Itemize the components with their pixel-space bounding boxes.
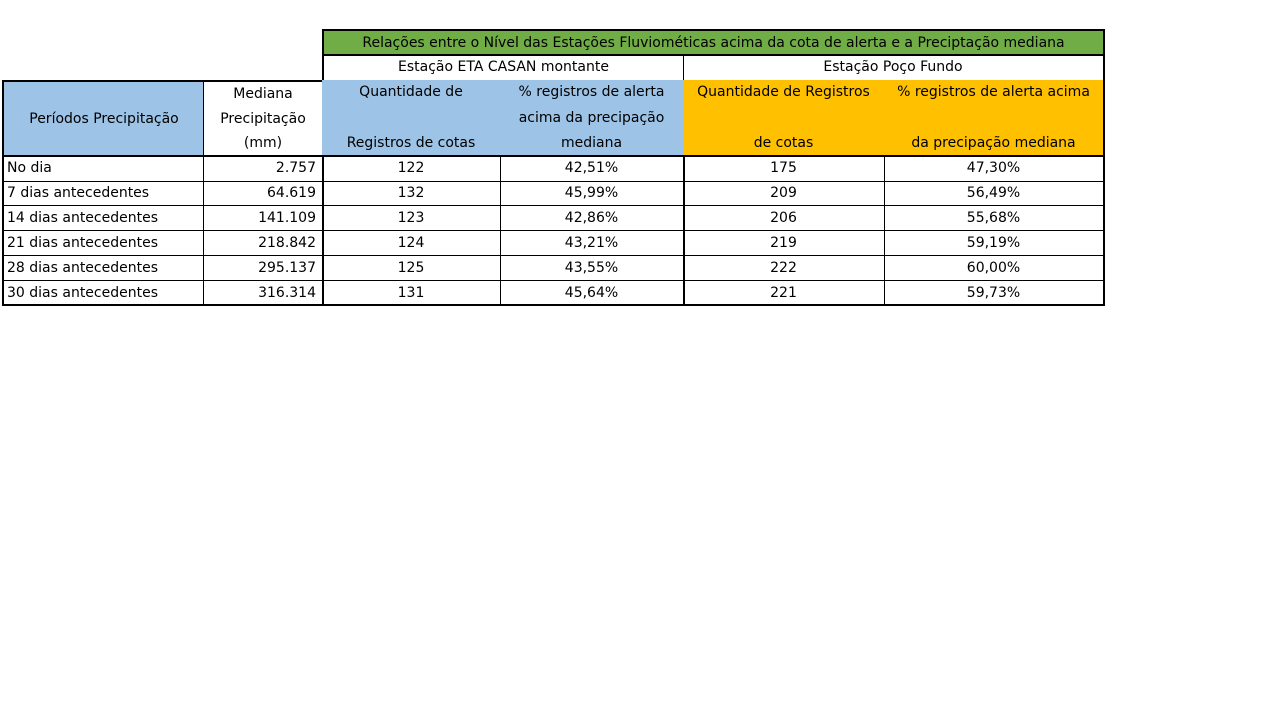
row-4-pct-poco: 59,19% [884, 231, 1105, 256]
row-1-qtd-poco: 175 [683, 156, 885, 182]
row-2-qtd-eta: 132 [322, 181, 501, 206]
header-mediana-line3: (mm) [243, 135, 283, 151]
row-1-periodo: No dia [2, 156, 204, 182]
row-4-periodo: 21 dias antecedentes [2, 231, 204, 256]
header-quantidade-poco: Quantidade de Registros de cotas [683, 80, 885, 157]
station-poco-fundo-header: Estação Poço Fundo [683, 55, 1105, 82]
row-2-pct-poco: 56,49% [884, 181, 1105, 206]
row-5-qtd-eta: 125 [322, 256, 501, 281]
header-qtd2-line1: Quantidade de Registros [697, 84, 870, 100]
row-1-qtd-eta: 122 [322, 156, 501, 182]
table-main-title: Relações entre o Nível das Estações Fluv… [322, 29, 1105, 56]
header-pct2-line1: % registros de alerta acima [897, 84, 1090, 100]
row-3-qtd-poco: 206 [683, 206, 885, 231]
header-qtd2-line2 [683, 106, 884, 130]
header-qtd1-line3: Registros de cotas [346, 135, 476, 151]
header-mediana-line2: Precipitação [220, 110, 306, 127]
row-5-periodo: 28 dias antecedentes [2, 256, 204, 281]
row-3-qtd-eta: 123 [322, 206, 501, 231]
header-qtd2-line3: de cotas [753, 135, 814, 151]
header-mediana-line1: Mediana [233, 86, 293, 102]
row-4-qtd-eta: 124 [322, 231, 501, 256]
row-6-qtd-eta: 131 [322, 281, 501, 306]
station-eta-casan-header: Estação ETA CASAN montante [322, 55, 684, 82]
row-5-mediana: 295.137 [203, 256, 324, 281]
header-quantidade-eta: Quantidade de Registros de cotas [322, 80, 501, 157]
row-1-pct-eta: 42,51% [500, 156, 685, 182]
row-3-pct-eta: 42,86% [500, 206, 685, 231]
header-pct1-line1: % registros de alerta [518, 84, 665, 100]
header-pct2-line3: da precipação mediana [911, 135, 1076, 151]
row-5-pct-eta: 43,55% [500, 256, 685, 281]
header-qtd1-line1: Quantidade de [359, 84, 463, 100]
header-qtd1-line2 [322, 106, 500, 130]
row-6-pct-poco: 59,73% [884, 281, 1105, 306]
row-2-periodo: 7 dias antecedentes [2, 181, 204, 206]
row-1-pct-poco: 47,30% [884, 156, 1105, 182]
header-percent-poco: % registros de alerta acima da precipaçã… [884, 80, 1105, 157]
row-4-qtd-poco: 219 [683, 231, 885, 256]
header-pct1-line3: mediana [560, 135, 623, 151]
row-4-pct-eta: 43,21% [500, 231, 685, 256]
row-2-mediana: 64.619 [203, 181, 324, 206]
row-6-periodo: 30 dias antecedentes [2, 281, 204, 306]
header-percent-eta: % registros de alerta acima da precipaçã… [500, 80, 685, 157]
row-6-pct-eta: 45,64% [500, 281, 685, 306]
row-6-mediana: 316.314 [203, 281, 324, 306]
row-5-qtd-poco: 222 [683, 256, 885, 281]
header-periodos: Períodos Precipitação [2, 80, 204, 157]
header-pct2-line2 [884, 106, 1103, 130]
row-3-mediana: 141.109 [203, 206, 324, 231]
row-2-qtd-poco: 209 [683, 181, 885, 206]
header-pct1-line2: acima da precipação [518, 109, 665, 126]
header-mediana: Mediana Precipitação (mm) [203, 80, 324, 157]
row-4-mediana: 218.842 [203, 231, 324, 256]
row-5-pct-poco: 60,00% [884, 256, 1105, 281]
row-1-mediana: 2.757 [203, 156, 324, 182]
row-3-pct-poco: 55,68% [884, 206, 1105, 231]
row-6-qtd-poco: 221 [683, 281, 885, 306]
row-3-periodo: 14 dias antecedentes [2, 206, 204, 231]
row-2-pct-eta: 45,99% [500, 181, 685, 206]
